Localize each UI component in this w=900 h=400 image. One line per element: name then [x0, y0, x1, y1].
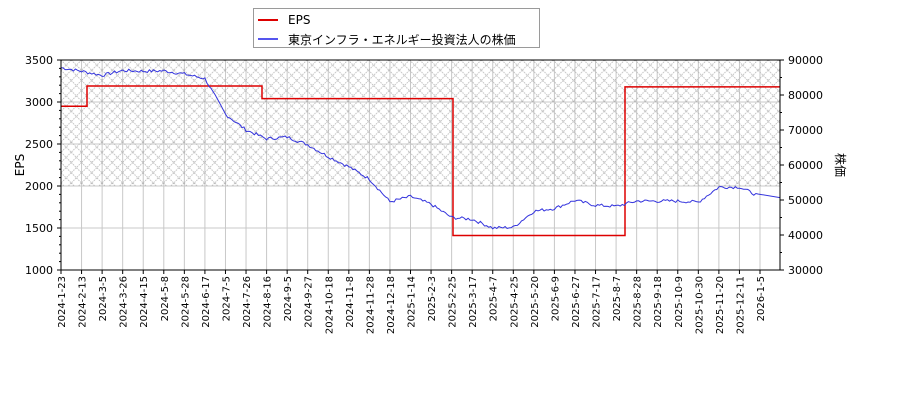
x-tick-label: 2025-2-25	[448, 276, 459, 328]
legend-label-eps: EPS	[288, 13, 311, 27]
x-tick-label: 2024-9-27	[304, 276, 315, 328]
right-tick-label: 30000	[788, 264, 823, 277]
price-line-swatch-icon	[258, 38, 278, 40]
x-tick-label: 2025-6-9	[550, 276, 561, 321]
x-tick-label: 2025-9-18	[653, 276, 664, 328]
x-tick-label: 2025-4-7	[489, 276, 500, 321]
right-tick-label: 80000	[788, 89, 823, 102]
x-tick-label: 2024-5-28	[180, 276, 191, 328]
x-tick-label: 2025-4-25	[509, 276, 520, 328]
series-layer	[61, 67, 780, 237]
x-tick-label: 2024-6-17	[201, 276, 212, 328]
price-line	[61, 67, 780, 230]
x-tick-label: 2024-1-23	[57, 276, 68, 328]
x-tick-label: 2025-10-30	[694, 276, 705, 334]
x-tick-label: 2024-8-16	[263, 276, 274, 328]
x-tick-label: 2026-1-5	[756, 276, 767, 321]
right-tick-label: 70000	[788, 124, 823, 137]
left-tick-label: 3500	[25, 54, 53, 67]
legend-item-price: 東京インフラ・エネルギー投資法人の株価	[258, 31, 516, 47]
right-tick-label: 90000	[788, 54, 823, 67]
x-tick-label: 2024-12-18	[386, 276, 397, 334]
x-tick-label: 2025-11-20	[715, 276, 726, 334]
x-tick-label: 2025-8-7	[612, 276, 623, 321]
x-tick-label: 2025-5-20	[530, 276, 541, 328]
x-tick-label: 2024-2-13	[78, 276, 89, 328]
legend: EPS 東京インフラ・エネルギー投資法人の株価	[253, 8, 540, 48]
legend-label-price: 東京インフラ・エネルギー投資法人の株価	[288, 32, 516, 47]
x-tick-label: 2024-3-5	[98, 276, 109, 321]
x-tick-label: 2024-7-5	[221, 276, 232, 321]
eps-line	[61, 85, 780, 237]
right-tick-label: 60000	[788, 159, 823, 172]
x-tick-label: 2025-1-14	[407, 276, 418, 328]
left-axis: 3500 3000 2500 2000 1500 1000	[25, 54, 61, 277]
x-tick-label: 2025-8-28	[633, 276, 644, 328]
right-axis-label: 株価	[833, 153, 848, 177]
x-tick-label: 2024-4-15	[139, 276, 150, 328]
x-axis: 2024-1-23 2024-2-13 2024-3-5 2024-3-26 2024-…	[57, 270, 767, 334]
x-tick-label: 2024-10-18	[324, 276, 335, 334]
x-tick-label: 2025-3-17	[468, 276, 479, 328]
right-axis: 90000 80000 70000 60000 50000 40000 30000	[780, 54, 823, 277]
x-tick-label: 2024-11-28	[365, 276, 376, 334]
left-tick-label: 1500	[25, 222, 53, 235]
x-tick-label: 2024-9-5	[283, 276, 294, 321]
eps-line-swatch-icon	[258, 19, 278, 21]
left-tick-label: 2500	[25, 138, 53, 151]
right-tick-label: 40000	[788, 229, 823, 242]
shaded-region	[61, 60, 780, 186]
x-tick-label: 2025-2-3	[427, 276, 438, 321]
left-tick-label: 3000	[25, 96, 53, 109]
left-tick-label: 1000	[25, 264, 53, 277]
x-tick-label: 2025-6-27	[571, 276, 582, 328]
x-tick-label: 2025-7-17	[592, 276, 603, 328]
x-tick-label: 2025-12-11	[735, 276, 746, 334]
x-tick-label: 2024-3-26	[119, 276, 130, 328]
x-tick-label: 2024-7-26	[242, 276, 253, 328]
right-tick-label: 50000	[788, 194, 823, 207]
x-tick-label: 2024-5-8	[160, 276, 171, 321]
legend-item-eps: EPS	[258, 12, 310, 28]
left-axis-label: EPS	[13, 154, 27, 176]
x-tick-label: 2025-10-9	[674, 276, 685, 328]
left-tick-label: 2000	[25, 180, 53, 193]
x-tick-label: 2024-11-8	[345, 276, 356, 328]
